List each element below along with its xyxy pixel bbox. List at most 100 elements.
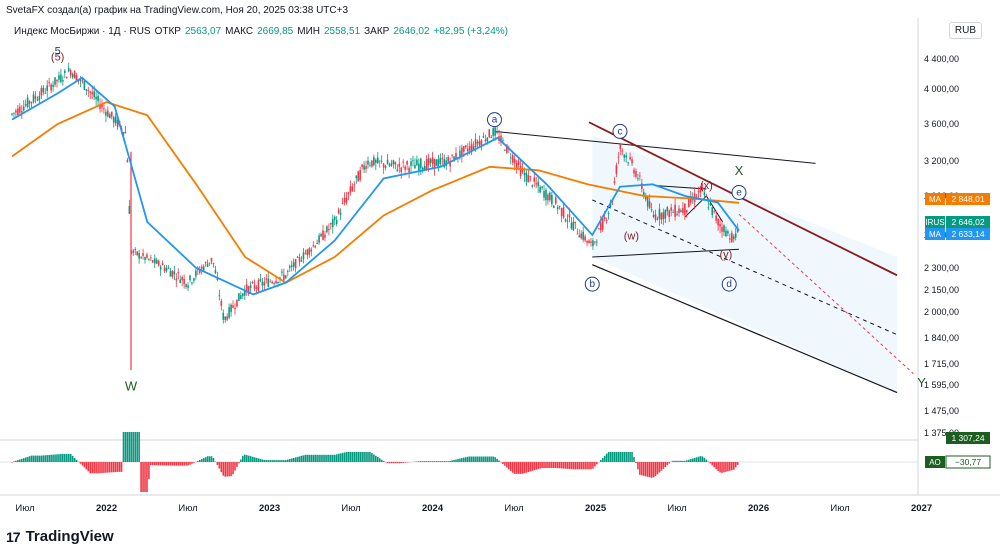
candle-body — [382, 163, 385, 168]
candle-body — [506, 144, 508, 153]
wave-label: X — [735, 163, 744, 178]
ao-bar — [300, 455, 303, 462]
candle-body — [535, 183, 538, 185]
ao-bar — [157, 462, 160, 466]
candle-body — [89, 91, 92, 93]
candle-body — [543, 190, 545, 198]
ao-bar — [455, 459, 457, 462]
ao-bar — [447, 461, 449, 462]
ao-bar — [355, 452, 358, 462]
candle-body — [517, 160, 520, 165]
candle-body — [656, 218, 659, 220]
open-value: 2563,07 — [184, 26, 222, 37]
candle-body — [26, 97, 29, 108]
symbol-name[interactable]: Индекс МосБиржи · 1Д · RUS — [14, 26, 151, 37]
ao-bar — [723, 462, 725, 473]
ao-bar — [60, 454, 62, 462]
candle-body — [351, 186, 354, 191]
wave-label: (x) — [700, 180, 713, 192]
candle-body — [177, 272, 180, 274]
candle-body — [564, 219, 567, 222]
ao-bar — [464, 457, 467, 462]
candle-body — [592, 240, 594, 247]
ao-bar — [378, 458, 381, 462]
candle-body — [85, 89, 88, 91]
candle-body — [322, 230, 324, 241]
tradingview-brand-name: TradingView — [25, 528, 114, 545]
ma-slow-line — [11, 101, 740, 284]
ao-bar — [603, 455, 606, 462]
candle-body — [124, 131, 127, 133]
candle-body — [449, 161, 451, 167]
candle-body — [30, 102, 33, 103]
candle-body — [482, 136, 485, 138]
candle-body — [566, 220, 569, 222]
ao-bar — [472, 456, 475, 462]
ao-bar — [48, 454, 50, 462]
candle-body — [515, 163, 518, 169]
candle-body — [46, 85, 49, 91]
ao-bar — [38, 455, 41, 462]
candle-body — [275, 280, 277, 284]
ao-bar — [26, 456, 29, 462]
candle-body — [38, 95, 41, 101]
candle-body — [269, 281, 271, 283]
wave-label: d — [726, 279, 732, 290]
candle-body — [265, 278, 268, 280]
candle-body — [533, 177, 536, 182]
candle-body — [717, 218, 719, 226]
candle-body — [429, 159, 432, 163]
wave-label: b — [589, 279, 595, 290]
price-badge-name-bg — [925, 193, 945, 205]
ao-bar — [506, 462, 508, 468]
candle-body — [11, 113, 13, 115]
high-value: 2669,85 — [257, 26, 294, 37]
candle-body — [646, 196, 649, 207]
candle-body — [128, 206, 131, 214]
candle-body — [81, 80, 84, 82]
ao-bar — [253, 457, 256, 462]
candle-body — [697, 190, 700, 193]
volume-badge-bg — [946, 432, 990, 444]
ao-bar — [11, 462, 13, 463]
ao-bar — [36, 455, 39, 462]
ao-bar — [83, 462, 86, 468]
ao-bar — [17, 460, 19, 462]
candle-body — [242, 293, 244, 296]
ao-bar — [684, 460, 686, 462]
candle-body — [427, 157, 430, 166]
ao-bar — [249, 456, 252, 462]
candle-body — [142, 253, 144, 256]
ao-bar — [662, 462, 665, 469]
ao-bar — [437, 461, 440, 462]
candle-body — [253, 284, 256, 289]
currency-button[interactable]: RUB — [948, 22, 982, 39]
wave-label: (y) — [720, 249, 733, 261]
ao-badge-bg — [945, 455, 991, 469]
ao-bar — [517, 462, 520, 474]
candle-body — [439, 157, 442, 164]
candle-body — [60, 74, 62, 82]
ao-bar — [286, 459, 289, 462]
ao-bar — [461, 458, 463, 462]
ao-bar — [56, 454, 58, 462]
ao-bar — [541, 462, 543, 468]
candle-body — [488, 129, 491, 138]
ao-bar — [234, 462, 236, 471]
ao-bar — [703, 457, 706, 462]
ao-bar — [79, 462, 82, 464]
candle-body — [93, 91, 95, 98]
ao-bar — [101, 462, 103, 474]
ao-badge-value: −30,77 — [955, 457, 982, 467]
candle-body — [155, 259, 158, 264]
ao-bar — [212, 458, 215, 462]
candle-body — [615, 165, 618, 174]
candle-body — [24, 103, 27, 106]
wave-label: e — [736, 188, 742, 199]
ao-bar — [136, 432, 138, 462]
ao-bar — [279, 460, 281, 462]
candle-body — [410, 161, 412, 166]
candle-body — [101, 104, 103, 108]
ao-bar — [525, 462, 528, 473]
